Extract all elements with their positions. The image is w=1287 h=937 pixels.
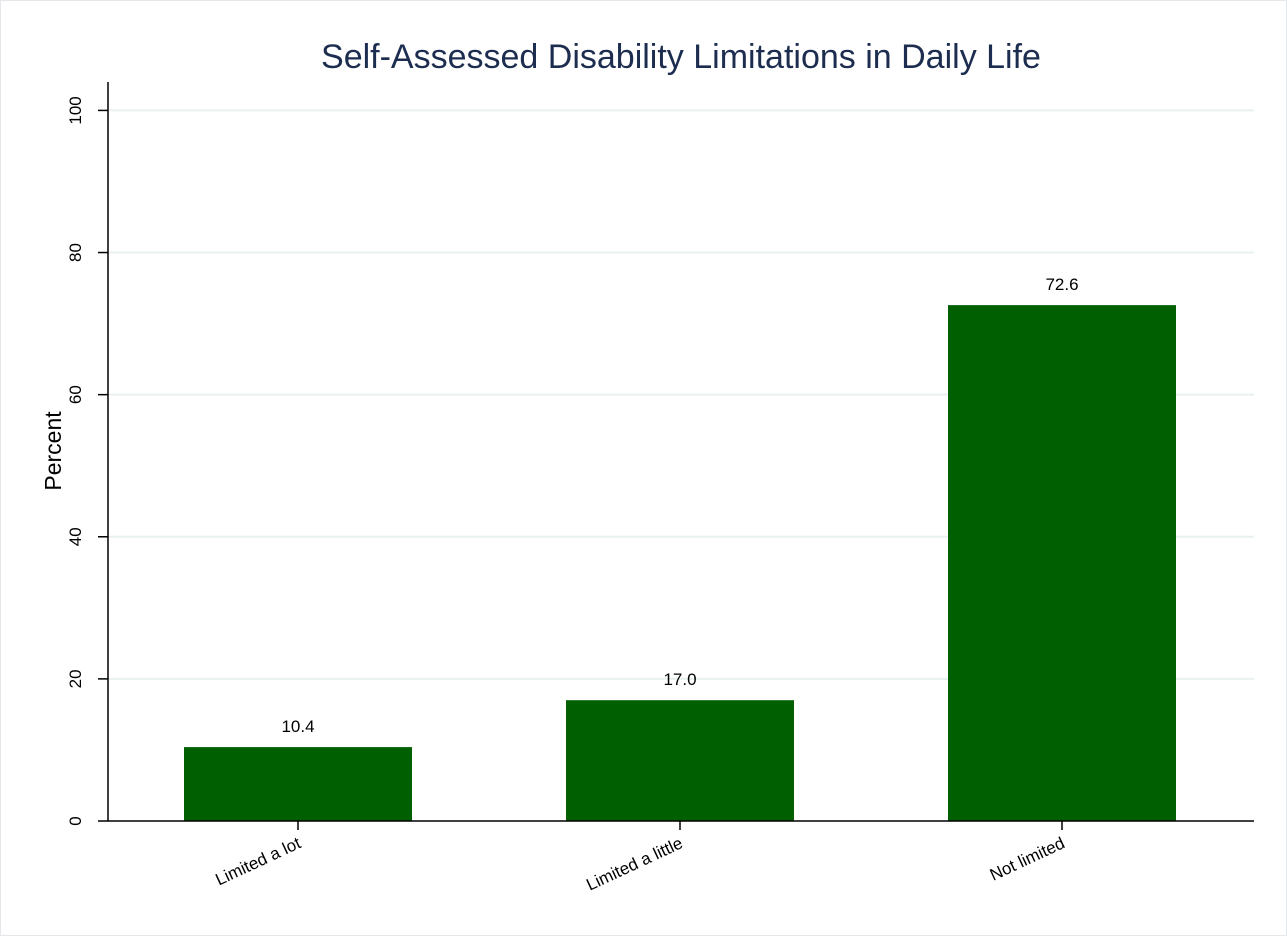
- x-ticks: Limited a lot Limited a little Not limited: [213, 821, 1068, 895]
- x-tick-label: Limited a lot: [213, 833, 304, 889]
- y-tick-label: 60: [66, 385, 85, 404]
- y-tick-label: 0: [66, 816, 85, 825]
- y-ticks: 0 20 40 60 80 100: [66, 96, 108, 826]
- axes: [107, 82, 1254, 822]
- x-tick-label: Limited a little: [583, 833, 685, 894]
- bar: [566, 700, 794, 821]
- y-tick-label: 100: [66, 96, 85, 124]
- data-label: 17.0: [663, 670, 696, 689]
- bars: [184, 305, 1176, 821]
- y-tick-label: 80: [66, 243, 85, 262]
- value-labels: 10.4 17.0 72.6: [281, 275, 1078, 736]
- data-label: 72.6: [1045, 275, 1078, 294]
- y-axis-label: Percent: [40, 411, 66, 491]
- chart-title: Self-Assessed Disability Limitations in …: [321, 38, 1041, 76]
- bar: [948, 305, 1176, 821]
- x-tick-label: Not limited: [987, 833, 1068, 884]
- y-tick-label: 20: [66, 669, 85, 688]
- y-tick-label: 40: [66, 527, 85, 546]
- data-label: 10.4: [281, 717, 314, 736]
- bar: [184, 747, 412, 821]
